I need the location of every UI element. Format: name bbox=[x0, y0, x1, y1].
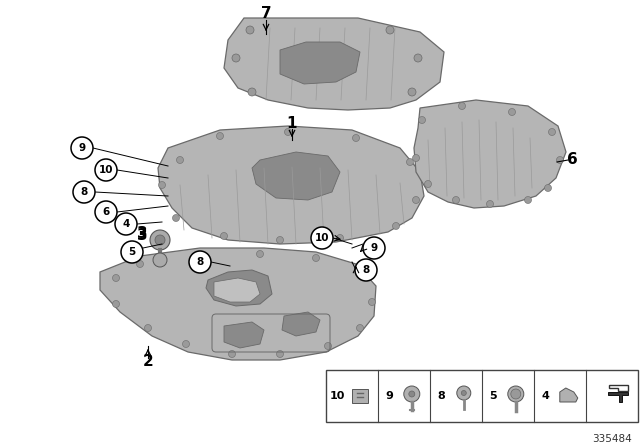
Circle shape bbox=[414, 54, 422, 62]
Circle shape bbox=[73, 181, 95, 203]
Circle shape bbox=[246, 26, 254, 34]
Circle shape bbox=[337, 234, 344, 241]
Circle shape bbox=[408, 88, 416, 96]
Circle shape bbox=[363, 237, 385, 259]
Circle shape bbox=[113, 275, 120, 281]
Circle shape bbox=[424, 181, 431, 188]
Text: 7: 7 bbox=[260, 7, 271, 22]
Bar bbox=[326, 370, 638, 422]
Circle shape bbox=[193, 253, 200, 259]
Polygon shape bbox=[609, 385, 628, 391]
Circle shape bbox=[419, 116, 426, 124]
Polygon shape bbox=[214, 278, 260, 302]
Text: 6: 6 bbox=[566, 152, 577, 168]
Polygon shape bbox=[206, 270, 272, 306]
Circle shape bbox=[353, 134, 360, 142]
Circle shape bbox=[216, 133, 223, 139]
Bar bbox=[352, 389, 368, 403]
Circle shape bbox=[189, 251, 211, 273]
Circle shape bbox=[121, 241, 143, 263]
Text: 1: 1 bbox=[287, 116, 297, 132]
Circle shape bbox=[159, 181, 166, 189]
Polygon shape bbox=[608, 392, 628, 402]
Circle shape bbox=[182, 340, 189, 348]
Circle shape bbox=[486, 201, 493, 207]
Circle shape bbox=[276, 350, 284, 358]
Circle shape bbox=[548, 129, 556, 135]
Text: 10: 10 bbox=[99, 165, 113, 175]
Circle shape bbox=[173, 215, 179, 221]
Circle shape bbox=[113, 301, 120, 307]
Circle shape bbox=[452, 197, 460, 203]
Text: 9: 9 bbox=[385, 391, 394, 401]
Circle shape bbox=[369, 298, 376, 306]
Circle shape bbox=[324, 343, 332, 349]
Polygon shape bbox=[280, 42, 360, 84]
Text: 5: 5 bbox=[490, 391, 497, 401]
Circle shape bbox=[406, 159, 413, 165]
Text: 5: 5 bbox=[129, 247, 136, 257]
Circle shape bbox=[525, 197, 531, 203]
Circle shape bbox=[511, 389, 521, 399]
Text: 4: 4 bbox=[122, 219, 130, 229]
Circle shape bbox=[312, 254, 319, 262]
Polygon shape bbox=[252, 152, 340, 200]
Circle shape bbox=[136, 260, 143, 267]
Circle shape bbox=[311, 227, 333, 249]
Text: 6: 6 bbox=[102, 207, 109, 217]
Polygon shape bbox=[158, 126, 424, 244]
Circle shape bbox=[355, 259, 377, 281]
Circle shape bbox=[404, 386, 420, 402]
Circle shape bbox=[285, 129, 291, 135]
Polygon shape bbox=[224, 18, 444, 110]
Circle shape bbox=[153, 253, 167, 267]
Circle shape bbox=[71, 137, 93, 159]
Polygon shape bbox=[282, 312, 320, 336]
Circle shape bbox=[276, 237, 284, 244]
Circle shape bbox=[413, 197, 419, 203]
Text: 3: 3 bbox=[137, 228, 147, 244]
Polygon shape bbox=[100, 248, 376, 360]
Circle shape bbox=[150, 230, 170, 250]
Circle shape bbox=[356, 324, 364, 332]
Circle shape bbox=[248, 88, 256, 96]
Text: 10: 10 bbox=[315, 233, 329, 243]
Circle shape bbox=[508, 386, 524, 402]
Text: 8: 8 bbox=[438, 391, 445, 401]
Circle shape bbox=[557, 156, 563, 164]
Text: 2: 2 bbox=[143, 354, 154, 370]
Text: 9: 9 bbox=[79, 143, 86, 153]
Text: 9: 9 bbox=[371, 243, 378, 253]
Circle shape bbox=[457, 386, 471, 400]
Circle shape bbox=[155, 235, 165, 245]
Circle shape bbox=[232, 54, 240, 62]
Text: 8: 8 bbox=[362, 265, 370, 275]
Circle shape bbox=[392, 223, 399, 229]
Text: 4: 4 bbox=[541, 391, 549, 401]
Circle shape bbox=[95, 159, 117, 181]
Circle shape bbox=[545, 185, 552, 191]
Text: 3: 3 bbox=[137, 227, 147, 241]
Circle shape bbox=[458, 103, 465, 109]
Circle shape bbox=[221, 233, 227, 240]
Polygon shape bbox=[224, 322, 264, 348]
Circle shape bbox=[115, 213, 137, 235]
Circle shape bbox=[95, 201, 117, 223]
Polygon shape bbox=[560, 388, 578, 402]
Circle shape bbox=[413, 155, 419, 161]
Circle shape bbox=[409, 391, 415, 397]
Circle shape bbox=[386, 26, 394, 34]
Circle shape bbox=[461, 391, 467, 396]
Text: 335484: 335484 bbox=[592, 434, 632, 444]
Circle shape bbox=[356, 271, 364, 277]
Circle shape bbox=[509, 108, 515, 116]
Polygon shape bbox=[414, 100, 566, 208]
Text: 8: 8 bbox=[196, 257, 204, 267]
Text: 10: 10 bbox=[330, 391, 345, 401]
Circle shape bbox=[228, 350, 236, 358]
Circle shape bbox=[257, 250, 264, 258]
Circle shape bbox=[177, 156, 184, 164]
Text: 8: 8 bbox=[81, 187, 88, 197]
Circle shape bbox=[145, 324, 152, 332]
